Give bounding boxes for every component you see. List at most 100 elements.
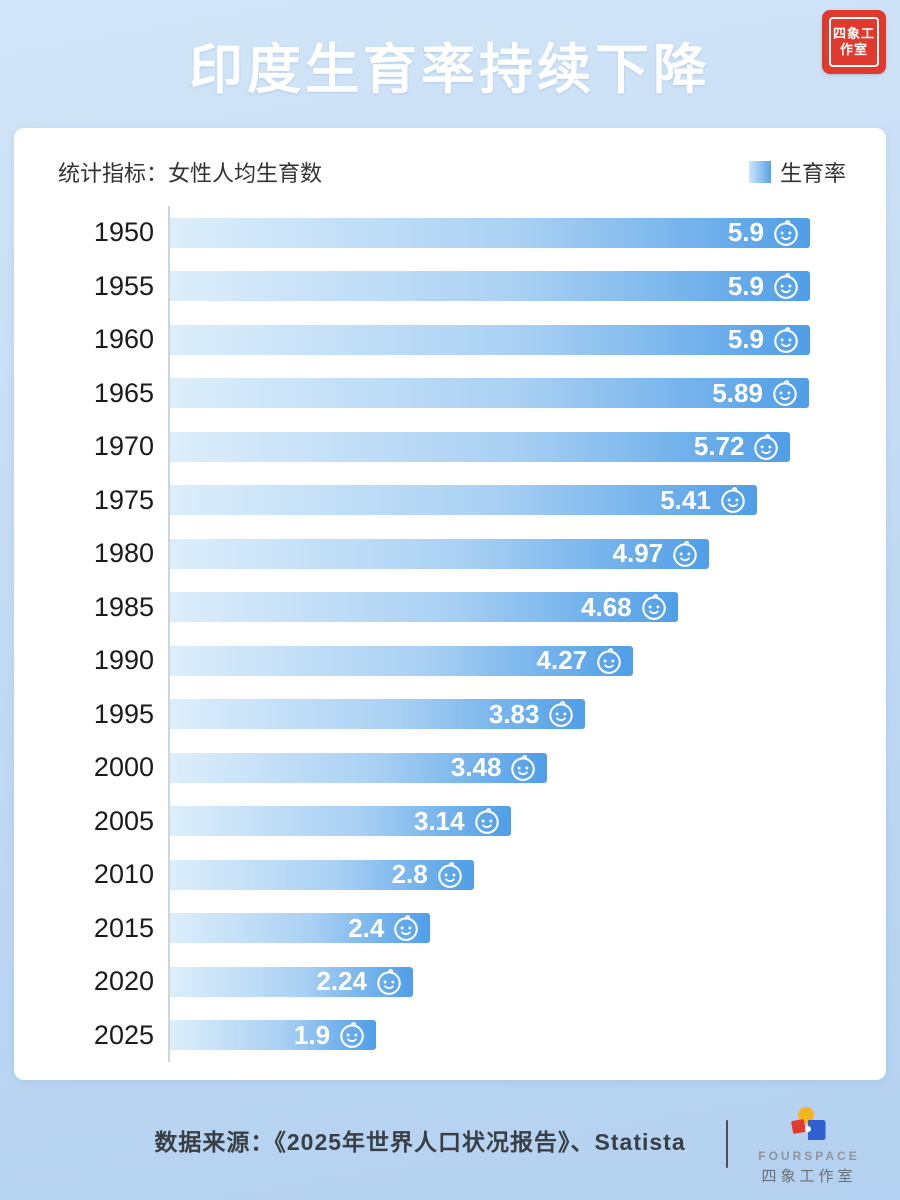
chart-row: 2020 2.24 <box>58 955 846 1009</box>
year-label: 1950 <box>93 217 154 248</box>
year-label: 1975 <box>93 484 154 515</box>
baby-icon <box>549 701 574 728</box>
chart-row: 2015 2.4 <box>58 901 846 955</box>
chart-meta-row: 统计指标：女性人均生育数 生育率 <box>58 156 846 188</box>
year-label: 1990 <box>93 645 154 676</box>
baby-icon <box>511 754 536 781</box>
chart-card: 统计指标：女性人均生育数 生育率 1950 5.9 1955 <box>14 128 886 1080</box>
studio-seal-text: 四象工作室 <box>829 17 879 67</box>
bar: 5.41 <box>170 484 757 516</box>
bar-value: 4.68 <box>581 591 632 622</box>
year-label: 1985 <box>93 591 154 622</box>
bar-value: 2.4 <box>348 912 385 943</box>
bar-track: 4.68 <box>168 580 810 634</box>
baby-icon <box>721 487 745 514</box>
bar-track: 5.9 <box>168 206 810 260</box>
footer-divider <box>726 1120 728 1168</box>
bar: 3.48 <box>170 752 548 783</box>
baby-icon <box>754 433 779 460</box>
bar: 2.24 <box>170 966 413 997</box>
chart-row: 1950 5.9 <box>58 206 846 260</box>
fourspace-puzzle-icon <box>791 1107 826 1140</box>
header: 印度生育率持续下降 四象工作室 <box>0 0 900 128</box>
bar-value: 3.83 <box>488 698 540 729</box>
bar-track: 3.48 <box>168 741 810 795</box>
baby-icon <box>774 219 798 246</box>
bar-track: 3.83 <box>168 687 810 741</box>
baby-icon <box>641 594 666 621</box>
year-label: 1995 <box>93 698 154 729</box>
bar-track: 5.72 <box>168 420 810 474</box>
bar-value: 5.41 <box>660 484 711 515</box>
chart-row: 1960 5.9 <box>58 313 846 367</box>
baby-icon <box>340 1022 364 1049</box>
baby-icon <box>377 968 401 995</box>
bar-track: 2.4 <box>168 901 810 955</box>
year-label: 1980 <box>93 538 154 569</box>
bar-value: 5.89 <box>712 377 763 408</box>
year-label: 2000 <box>93 752 154 783</box>
bar-track: 3.14 <box>168 794 810 848</box>
legend-label: 生育率 <box>779 161 846 186</box>
baby-icon <box>773 380 797 407</box>
bar-track: 5.89 <box>168 366 810 420</box>
brand-name-cn: 四象工作室 <box>761 1168 857 1185</box>
chart-row: 1990 4.27 <box>58 634 846 688</box>
chart-row: 2010 2.8 <box>58 848 846 902</box>
bar: 4.68 <box>170 591 678 623</box>
legend: 生育率 <box>748 156 846 188</box>
footer-brand: FOURSPACE 四象工作室 <box>744 1105 874 1186</box>
bar-track: 5.9 <box>168 313 810 367</box>
year-label: 1960 <box>93 324 154 355</box>
bar: 5.72 <box>170 431 791 462</box>
baby-icon <box>437 861 462 888</box>
year-label: 1955 <box>93 270 154 301</box>
bar: 2.8 <box>170 859 474 890</box>
chart-row: 1985 4.68 <box>58 580 846 634</box>
bar: 5.9 <box>170 270 810 302</box>
bar: 5.89 <box>170 377 809 409</box>
bar-value: 3.48 <box>450 752 502 783</box>
chart-row: 2025 1.9 <box>58 1008 846 1062</box>
baby-icon <box>774 326 798 353</box>
bar: 3.14 <box>170 805 511 837</box>
bar-track: 4.97 <box>168 527 810 581</box>
bar-value: 5.9 <box>727 217 764 248</box>
bar-value: 4.97 <box>612 538 664 569</box>
baby-icon <box>673 540 697 567</box>
bar-track: 4.27 <box>168 634 810 688</box>
year-label: 2020 <box>93 966 154 997</box>
chart-row: 2000 3.48 <box>58 741 846 795</box>
chart-row: 1975 5.41 <box>58 473 846 527</box>
bar: 5.9 <box>170 217 810 248</box>
bar-value: 4.27 <box>536 645 588 676</box>
studio-seal-logo: 四象工作室 <box>822 10 886 74</box>
chart-row: 2005 3.14 <box>58 794 846 848</box>
chart-row: 1955 5.9 <box>58 259 846 313</box>
bar-chart: 1950 5.9 1955 5.9 <box>58 206 846 1062</box>
bar-track: 5.9 <box>168 259 810 313</box>
page-title: 印度生育率持续下降 <box>189 39 711 100</box>
bar-value: 5.9 <box>727 270 764 301</box>
bar-track: 2.24 <box>168 955 810 1009</box>
bar-track: 5.41 <box>168 473 810 527</box>
chart-row: 1980 4.97 <box>58 527 846 581</box>
bar-value: 5.72 <box>693 431 745 462</box>
year-label: 2025 <box>93 1019 154 1050</box>
year-label: 2015 <box>93 912 154 943</box>
baby-icon <box>774 273 798 300</box>
legend-swatch-icon <box>748 161 771 183</box>
bar: 1.9 <box>170 1019 377 1051</box>
brand-name-en: FOURSPACE <box>758 1149 860 1163</box>
bar: 3.83 <box>170 698 586 730</box>
indicator-label: 统计指标：女性人均生育数 <box>58 161 323 186</box>
bar-value: 3.14 <box>413 805 465 836</box>
bar-value: 1.9 <box>293 1019 331 1050</box>
chart-row: 1995 3.83 <box>58 687 846 741</box>
year-label: 1970 <box>93 431 154 462</box>
baby-icon <box>597 647 621 674</box>
baby-icon <box>474 808 499 835</box>
bar: 4.97 <box>170 538 710 569</box>
chart-row: 1965 5.89 <box>58 366 846 420</box>
bar-value: 5.9 <box>727 324 764 355</box>
